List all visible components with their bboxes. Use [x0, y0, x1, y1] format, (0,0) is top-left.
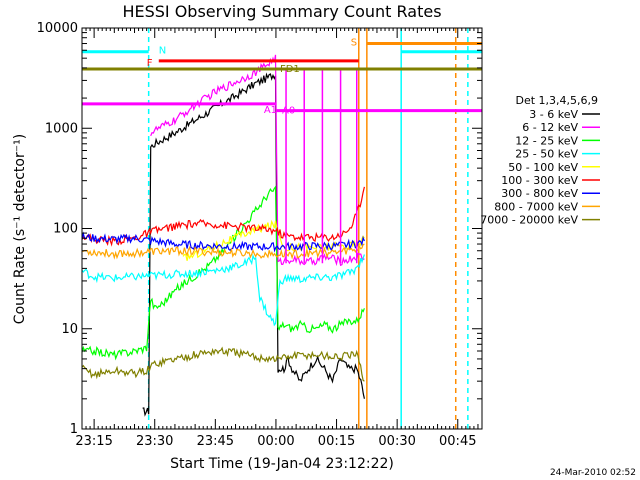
legend-label-2: 6 - 12 keV — [522, 121, 578, 134]
series-line-4 — [82, 253, 365, 327]
x-tick-label: 00:45 — [439, 434, 476, 449]
plot-area — [82, 28, 482, 429]
y-tick-label: 1000 — [45, 121, 78, 136]
legend-label-7: 300 - 800 keV — [501, 187, 578, 200]
legend-label-1: 3 - 6 keV — [529, 108, 578, 121]
x-tick-label: 00:00 — [257, 434, 294, 449]
legend-label-8: 800 - 7000 keV — [494, 200, 578, 213]
legend-label-3: 12 - 25 keV — [515, 134, 578, 147]
flag-label-a0: A0 — [282, 106, 295, 117]
legend-label-5: 50 - 100 keV — [508, 161, 578, 174]
flag-label-n: N — [159, 46, 166, 57]
series-line-7 — [82, 231, 365, 253]
legend-label-9: 7000 - 20000 keV — [480, 214, 578, 227]
x-tick-label: 23:30 — [136, 434, 173, 449]
series-line-9 — [82, 346, 365, 382]
y-tick-label: 10000 — [37, 21, 78, 36]
flag-label-fd1: FD1 — [280, 64, 300, 75]
axes: NF S FD1 A0 A1 23:15 23:30 23:45 00:00 00:15 00:30… — [37, 21, 483, 449]
series-line-8 — [82, 243, 365, 260]
y-axis-title: Count Rate (s⁻¹ detector⁻¹) — [12, 134, 28, 324]
x-axis-title: Start Time (19-Jan-04 23:12:22) — [170, 456, 394, 472]
series-line-2 — [150, 54, 365, 267]
y-tick-label: 100 — [53, 222, 78, 237]
plot-timestamp: 24-Mar-2010 02:52 — [550, 468, 636, 478]
flag-label-s: S — [351, 38, 357, 49]
flag-label-f: F — [147, 58, 153, 69]
legend-label-6: 100 - 300 keV — [501, 174, 578, 187]
chart-title: HESSI Observing Summary Count Rates — [122, 2, 441, 21]
x-tick-label: 00:15 — [318, 434, 355, 449]
y-tick-label: 1 — [70, 422, 78, 437]
series-line-1 — [142, 72, 365, 417]
legend-title: Det 1,3,4,5,6,9 — [515, 94, 598, 107]
legend-label-4: 25 - 50 keV — [515, 148, 578, 161]
flag-label-a1: A1 — [264, 105, 277, 116]
series-line-6 — [82, 186, 365, 247]
y-tick-label: 10 — [61, 322, 78, 337]
x-tick-label: 00:30 — [378, 434, 415, 449]
x-tick-label: 23:45 — [197, 434, 234, 449]
x-tick-label: 23:15 — [75, 434, 112, 449]
